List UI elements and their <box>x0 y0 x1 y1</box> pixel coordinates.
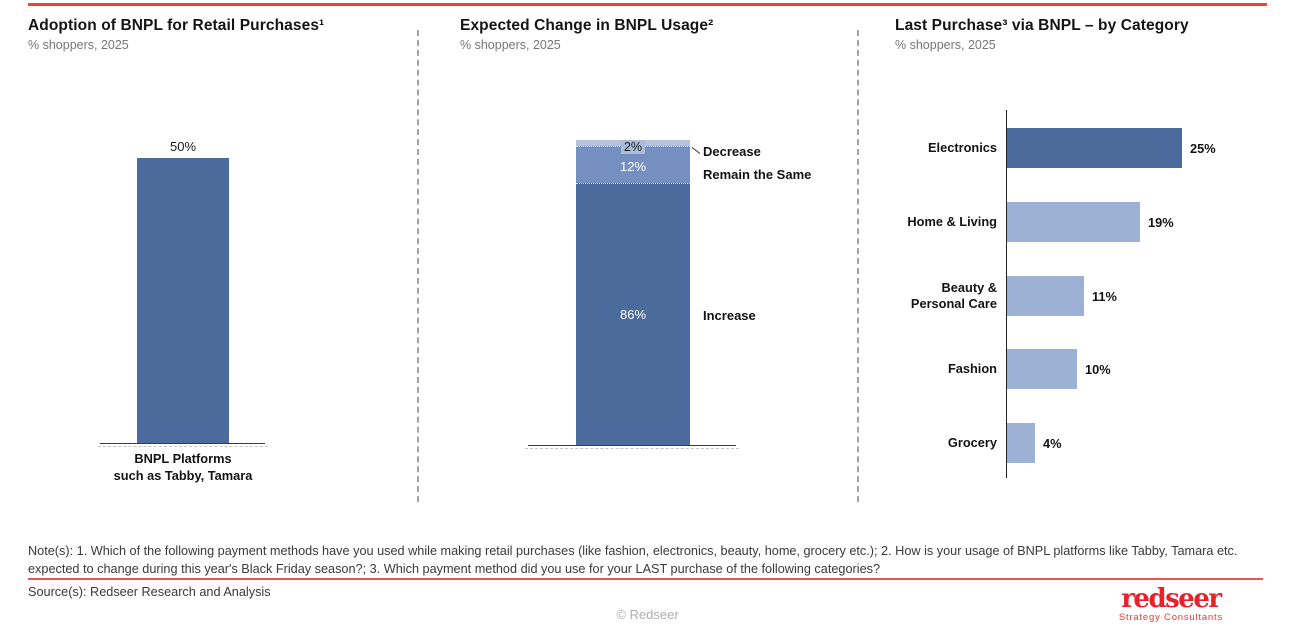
category-label-grocery: Grocery <box>947 435 997 450</box>
segment-decrease-value-chip: 2% <box>576 138 690 156</box>
value-label-electronics: 25% <box>1190 140 1216 156</box>
category-label-beauty-personal-care: Beauty & Personal Care <box>910 280 997 311</box>
legend-decrease: Decrease <box>703 144 761 159</box>
value-label-fashion: 10% <box>1085 361 1111 377</box>
decrease-callout-line <box>691 147 701 154</box>
last-purchase-y-axis <box>1006 110 1007 478</box>
redseer-logo: redseer Strategy Consultants <box>1118 584 1223 623</box>
bar-row-home-living: 19% <box>1007 202 1174 242</box>
expected-change-x-axis-gridline <box>525 448 739 449</box>
legend-increase: Increase <box>703 308 756 323</box>
value-label-home-living: 19% <box>1148 214 1174 230</box>
category-label-electronics: Electronics <box>928 140 997 155</box>
bar-home-living <box>1007 202 1140 242</box>
category-label-fashion: Fashion <box>947 361 997 376</box>
adoption-category-label: BNPL Platforms such as Tabby, Tamara <box>113 451 253 483</box>
expected-change-x-axis <box>528 445 736 446</box>
chart-last-purchase-subtitle: % shoppers, 2025 <box>895 38 996 52</box>
footnotes-text: Note(s): 1. Which of the following payme… <box>28 544 1238 576</box>
value-label-grocery: 4% <box>1043 435 1062 451</box>
redseer-logo-wordmark: redseer <box>1121 584 1222 614</box>
chart-last-purchase-title: Last Purchase³ via BNPL – by Category <box>895 17 1189 34</box>
bar-row-grocery: 4% <box>1007 423 1062 463</box>
chart-expected-change-title: Expected Change in BNPL Usage² <box>460 17 714 34</box>
bar-beauty-personal-care <box>1007 276 1084 316</box>
top-accent-line <box>28 3 1267 6</box>
value-label-beauty-personal-care: 11% <box>1092 288 1117 304</box>
footnotes-underline <box>28 578 1263 580</box>
source-text: Source(s): Redseer Research and Analysis <box>28 585 271 599</box>
panel-divider-left <box>417 30 419 502</box>
redseer-logo-tagline: Strategy Consultants <box>1118 612 1223 623</box>
bar-fashion <box>1007 349 1077 389</box>
adoption-x-axis <box>100 443 265 444</box>
segment-increase <box>576 182 690 446</box>
copyright-text: © Redseer <box>616 607 679 622</box>
legend-remain-the-same: Remain the Same <box>703 167 812 182</box>
adoption-bar-value-label: 50% <box>169 139 197 154</box>
panel-divider-right <box>857 30 859 502</box>
segment-remain-value-label: 12% <box>619 159 647 174</box>
bar-grocery <box>1007 423 1035 463</box>
category-label-home-living: Home & Living <box>907 214 997 229</box>
chart-adoption-title: Adoption of BNPL for Retail Purchases¹ <box>28 17 325 34</box>
bar-row-beauty-personal-care: 11% <box>1007 276 1117 316</box>
bar-electronics <box>1007 128 1182 168</box>
adoption-x-axis-gridline <box>98 446 268 447</box>
adoption-bar <box>137 158 229 444</box>
chart-adoption-subtitle: % shoppers, 2025 <box>28 38 129 52</box>
chart-expected-change-subtitle: % shoppers, 2025 <box>460 38 561 52</box>
bar-row-fashion: 10% <box>1007 349 1111 389</box>
bar-row-electronics: 25% <box>1007 128 1216 168</box>
segment-increase-value-label: 86% <box>619 307 647 322</box>
expected-change-stacked-bar <box>576 140 690 446</box>
